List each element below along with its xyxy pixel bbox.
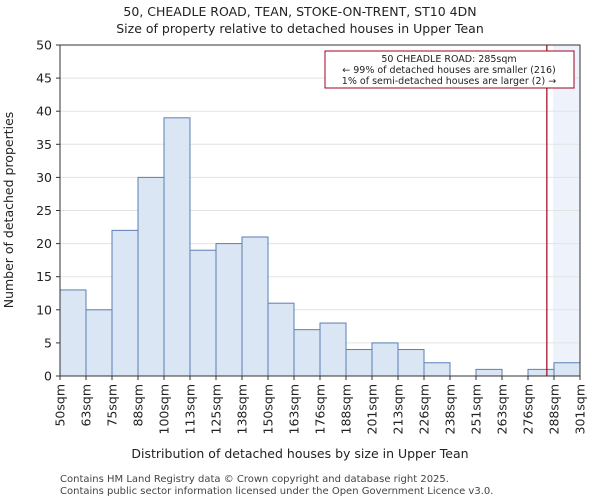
bar [397, 349, 425, 377]
chart-subtitle: Size of property relative to detached ho… [116, 21, 484, 36]
x-tick-label: 100sqm [157, 384, 172, 434]
y-tick-label: 45 [36, 71, 52, 86]
y-tick-label: 0 [44, 369, 52, 384]
bar [137, 176, 165, 377]
x-tick-label: 301sqm [573, 384, 588, 434]
bar [267, 302, 295, 377]
y-tick-label: 40 [36, 104, 52, 119]
y-tick-label: 5 [44, 335, 52, 350]
x-tick-label: 163sqm [287, 384, 302, 434]
annotation-line-1: 50 CHEADLE ROAD: 285sqm [381, 54, 516, 65]
x-tick-label: 50sqm [53, 384, 68, 427]
x-tick-label: 213sqm [391, 384, 406, 434]
bar [345, 349, 373, 377]
x-tick-label: 288sqm [547, 384, 562, 434]
bar [527, 368, 555, 377]
chart-title: 50, CHEADLE ROAD, TEAN, STOKE-ON-TRENT, … [123, 4, 476, 19]
x-tick-label: 138sqm [235, 384, 250, 434]
x-tick-label: 150sqm [261, 384, 276, 434]
x-tick-label: 176sqm [313, 384, 328, 434]
y-tick-label: 20 [36, 236, 52, 251]
x-tick-label: 276sqm [521, 384, 536, 434]
bar [215, 243, 243, 377]
bar [241, 236, 269, 377]
x-tick-label: 75sqm [105, 384, 120, 427]
y-tick-label: 15 [36, 269, 52, 284]
x-tick-label: 251sqm [469, 384, 484, 434]
x-tick-label: 113sqm [183, 384, 198, 434]
y-tick-label: 30 [36, 170, 52, 185]
bar [553, 362, 581, 377]
annotation-line-3: 1% of semi-detached houses are larger (2… [342, 76, 556, 87]
y-axis-label: Number of detached properties [1, 112, 16, 309]
x-tick-label: 238sqm [443, 384, 458, 434]
y-tick-label: 10 [36, 302, 52, 317]
bars [59, 117, 581, 377]
x-axis-label: Distribution of detached houses by size … [131, 446, 468, 461]
bar [293, 329, 321, 377]
bar [475, 368, 503, 377]
bar [111, 229, 139, 377]
x-tick-label: 226sqm [417, 384, 432, 434]
x-tick-label: 263sqm [495, 384, 510, 434]
y-tick-labels: 0 5 10 15 20 25 30 35 40 45 50 [36, 38, 52, 384]
bar [371, 342, 399, 377]
bar [163, 117, 191, 377]
bar [189, 249, 217, 377]
bar [423, 362, 451, 377]
axes [56, 44, 581, 380]
x-tick-label: 88sqm [131, 384, 146, 427]
y-tick-label: 35 [36, 137, 52, 152]
bar [59, 289, 87, 377]
annotation-box: 50 CHEADLE ROAD: 285sqm ← 99% of detache… [324, 50, 575, 89]
x-tick-label: 125sqm [209, 384, 224, 434]
x-tick-labels: 50sqm 63sqm 75sqm 88sqm 100sqm 113sqm 125sqm 13… [53, 384, 588, 434]
annotation-line-2: ← 99% of detached houses are smaller (21… [342, 65, 555, 76]
y-tick-label: 50 [36, 38, 52, 53]
x-tick-label: 63sqm [79, 384, 94, 427]
annotation-border [324, 50, 575, 89]
x-tick-label: 188sqm [339, 384, 354, 434]
y-tick-label: 25 [36, 203, 52, 218]
bar [319, 322, 347, 377]
footer-line-2: Contains public sector information licen… [60, 486, 493, 497]
bar [85, 309, 113, 377]
footer-line-1: Contains HM Land Registry data © Crown c… [60, 474, 449, 485]
x-tick-label: 201sqm [365, 384, 380, 434]
